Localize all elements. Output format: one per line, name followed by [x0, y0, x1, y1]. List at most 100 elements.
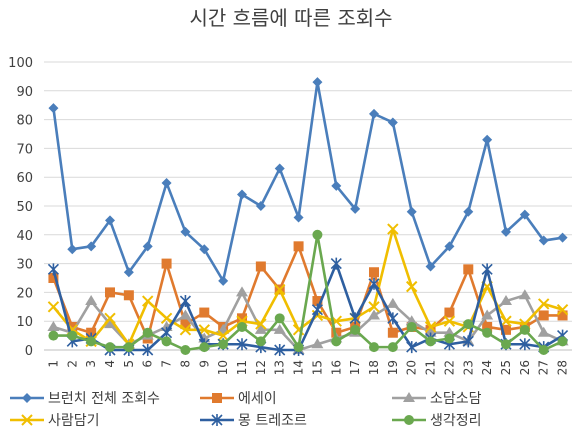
data-point	[368, 309, 380, 320]
x-tick-label: 16	[329, 360, 343, 375]
x-tick-label: 7	[160, 360, 174, 368]
data-point	[330, 257, 342, 270]
data-point	[180, 226, 191, 237]
legend-item: 에세이	[200, 388, 277, 408]
data-point	[349, 312, 361, 325]
data-point	[199, 307, 210, 318]
data-point	[519, 324, 530, 335]
series-line	[52, 245, 563, 340]
data-point	[444, 241, 455, 252]
legend-label: 브런치 전체 조회수	[48, 391, 160, 407]
data-point	[105, 215, 115, 226]
legend-swatch	[200, 414, 234, 426]
data-point	[350, 203, 361, 214]
data-point	[142, 241, 153, 252]
data-point	[312, 229, 323, 240]
legend-label: 소담소담	[430, 391, 482, 407]
data-point	[462, 335, 474, 348]
legend-marker	[212, 393, 222, 403]
y-tick-label: 60	[16, 171, 33, 186]
data-point	[538, 345, 549, 355]
legend-label: 생각정리	[430, 413, 482, 429]
data-point	[387, 312, 399, 325]
data-point	[557, 310, 568, 321]
data-point	[463, 319, 474, 330]
x-tick-label: 23	[461, 360, 475, 375]
y-tick-label: 90	[16, 85, 33, 100]
data-point	[142, 327, 153, 338]
data-point	[237, 313, 247, 324]
data-point	[48, 103, 59, 114]
data-point	[237, 189, 247, 200]
data-point	[104, 312, 116, 325]
data-point	[500, 295, 512, 306]
data-point	[274, 344, 286, 356]
data-point	[236, 286, 248, 297]
data-point	[293, 212, 304, 223]
data-point	[273, 323, 286, 334]
legend-swatch	[10, 414, 44, 426]
data-point	[424, 321, 437, 333]
x-tick-label: 26	[518, 360, 532, 375]
data-point	[142, 295, 154, 307]
series-line	[52, 262, 564, 352]
data-point	[48, 330, 59, 341]
data-point	[387, 117, 398, 128]
x-tick-label: 6	[141, 360, 155, 368]
y-tick-label: 70	[16, 142, 33, 157]
data-point	[425, 261, 436, 272]
data-point	[444, 307, 455, 318]
legend-swatch	[10, 393, 44, 403]
series-1	[48, 77, 568, 286]
x-tick-label: 22	[442, 360, 456, 375]
data-point	[198, 324, 210, 336]
legend-marker	[211, 414, 223, 426]
data-point	[142, 344, 154, 356]
data-point	[67, 244, 78, 255]
data-point	[424, 326, 437, 337]
data-point	[161, 258, 172, 269]
series-line	[52, 80, 563, 283]
data-point	[47, 320, 60, 331]
x-tick-label: 28	[556, 360, 570, 375]
x-tick-label: 25	[499, 360, 513, 375]
legend-label: 에세이	[238, 391, 277, 407]
data-point	[368, 301, 380, 313]
data-point	[67, 330, 78, 341]
series-line	[53, 233, 564, 352]
data-point	[444, 333, 455, 344]
data-point	[368, 277, 380, 290]
legend-item: 브런치 전체 조회수	[10, 388, 160, 408]
y-tick-label: 0	[25, 344, 33, 359]
data-point	[538, 310, 549, 321]
data-point	[557, 232, 568, 243]
data-point	[161, 177, 172, 188]
data-point	[86, 241, 97, 252]
data-point	[482, 321, 493, 332]
x-tick-label: 14	[292, 360, 306, 375]
y-tick-label: 50	[16, 200, 33, 215]
data-point	[369, 108, 379, 119]
data-point	[161, 336, 172, 347]
data-point	[387, 327, 398, 338]
legend-swatch	[392, 392, 426, 402]
data-point	[255, 261, 266, 272]
data-point	[501, 226, 511, 237]
x-tick-label: 2	[65, 360, 79, 368]
x-tick-label: 12	[254, 360, 268, 375]
data-point	[274, 163, 285, 174]
legend-item: 사람담기	[10, 410, 100, 430]
x-tick-label: 3	[84, 360, 98, 368]
x-tick-label: 27	[537, 360, 551, 375]
legend-marker	[403, 392, 415, 402]
legend-swatch	[392, 415, 426, 425]
x-tick-label: 1	[46, 360, 60, 368]
data-point	[237, 321, 247, 332]
data-point	[331, 180, 342, 191]
data-point	[218, 339, 229, 350]
data-point	[369, 267, 379, 278]
data-point	[199, 342, 210, 353]
legend-marker	[22, 393, 32, 403]
data-point	[86, 336, 97, 347]
